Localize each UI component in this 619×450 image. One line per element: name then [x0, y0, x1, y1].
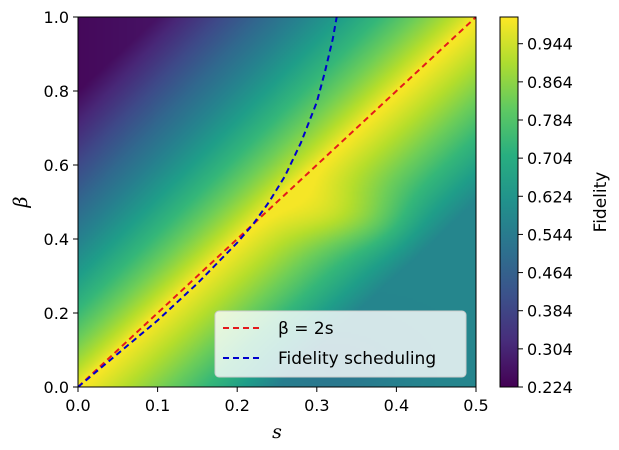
colorbar-ticks-layer: 0.224 0.304 0.384 0.464 0.544 0.624 0.704 0.784… [518, 35, 573, 397]
colorbar-tick-label: 0.864 [527, 73, 573, 92]
x-tick-label: 0.0 [65, 396, 90, 415]
legend: β = 2s Fidelity scheduling [214, 310, 467, 378]
y-tick-label: 0.4 [44, 230, 69, 249]
y-tick-label: 0.6 [44, 156, 69, 175]
colorbar-tick-label: 0.304 [527, 340, 573, 359]
y-tick-label: 0.2 [44, 304, 69, 323]
colorbar-tick-label: 0.224 [527, 378, 573, 397]
x-tick-label: 0.3 [304, 396, 329, 415]
colorbar-tick-label: 0.544 [527, 225, 573, 244]
x-tick-label: 0.5 [463, 396, 488, 415]
x-tick-label: 0.4 [384, 396, 409, 415]
colorbar-tick-label: 0.944 [527, 35, 573, 54]
x-axis-label: s [272, 421, 282, 443]
series-line-fidelity-scheduling [78, 17, 338, 387]
colorbar-tick-label: 0.464 [527, 264, 573, 283]
colorbar-tick-label: 0.784 [527, 111, 573, 130]
y-tick-label: 1.0 [44, 8, 69, 27]
colorbar-tick-label: 0.704 [527, 149, 573, 168]
legend-label-beta-2s: β = 2s [278, 319, 334, 339]
legend-box [214, 310, 467, 378]
colorbar-tick-label: 0.624 [527, 187, 573, 206]
series-line-beta-2s [78, 17, 476, 387]
plot-frame [77, 16, 477, 388]
y-axis-label: β [10, 196, 32, 208]
ticks-layer: 0.0 0.1 0.2 0.3 0.4 0.5 0.0 0.2 0.4 0.6 0.8 1.0 [44, 8, 489, 415]
colorbar-label: Fidelity [591, 172, 611, 233]
legend-label-fidelity-scheduling: Fidelity scheduling [278, 349, 436, 369]
y-tick-label: 0.0 [44, 378, 69, 397]
curves-layer [78, 17, 476, 387]
y-tick-label: 0.8 [44, 82, 69, 101]
colorbar [499, 16, 519, 388]
colorbar-tick-label: 0.384 [527, 302, 573, 321]
x-tick-label: 0.2 [224, 396, 249, 415]
x-tick-label: 0.1 [145, 396, 170, 415]
